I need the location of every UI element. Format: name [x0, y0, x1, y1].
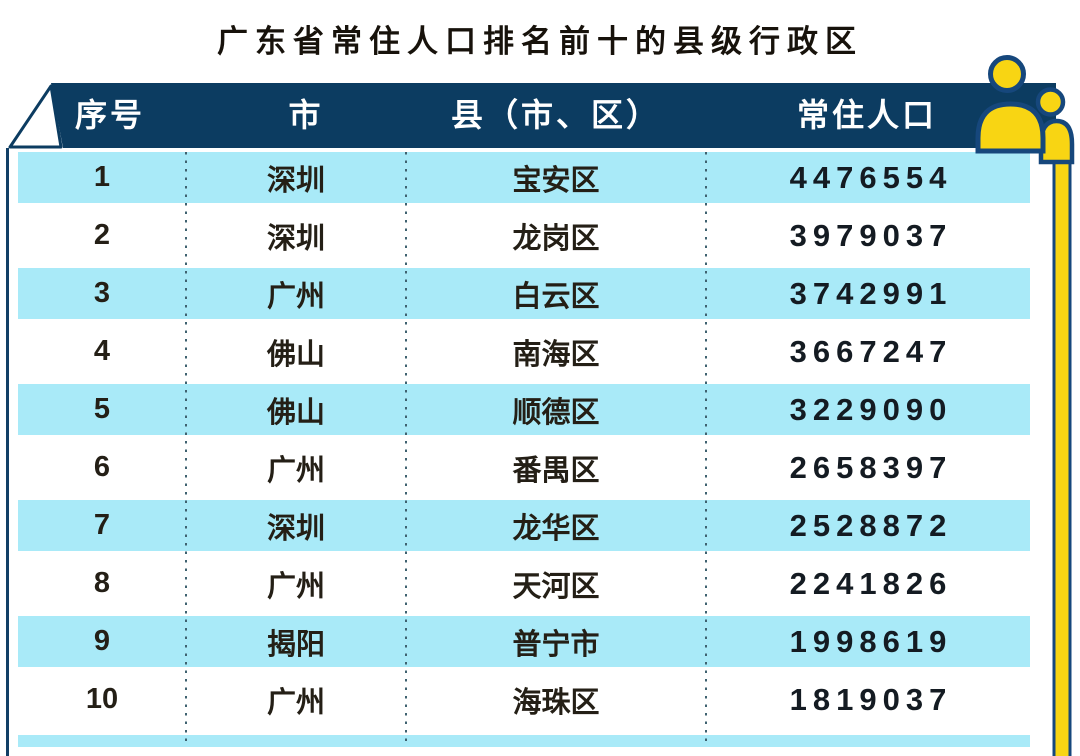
- city-cell: 广州: [266, 454, 325, 487]
- table-row: 8 广州 天河区 2241826: [18, 558, 1030, 616]
- population-cell: 1998619: [789, 623, 953, 659]
- partial-row: [18, 735, 1030, 747]
- city-cell: 深圳: [266, 512, 325, 545]
- city-cell: 广州: [266, 686, 325, 719]
- county-cell: 白云区: [512, 280, 600, 313]
- rank-cell: 7: [93, 509, 111, 541]
- table-row: 3 广州 白云区 3742991: [18, 268, 1030, 326]
- table-row: 10 广州 海珠区 1819037: [18, 674, 1030, 732]
- county-cell: 南海区: [512, 338, 600, 371]
- county-cell: 龙华区: [512, 512, 600, 545]
- county-cell: 龙岗区: [512, 222, 600, 255]
- city-cell: 广州: [266, 570, 325, 603]
- rank-cell: 9: [93, 625, 111, 657]
- table-body: 1 深圳 宝安区 4476554 2 深圳 龙岗区 3979037 3 广州 白云区 3742991 4…: [18, 152, 1030, 732]
- rank-cell: 8: [93, 567, 111, 599]
- county-cell: 顺德区: [512, 396, 600, 429]
- column-header-city: 市: [288, 97, 324, 133]
- column-header-rank: 序号: [74, 97, 145, 133]
- column-header-population: 常住人口: [796, 97, 937, 133]
- city-cell: 深圳: [266, 164, 325, 197]
- column-header-county: 县（市、区）: [450, 97, 661, 133]
- table-row: 4 佛山 南海区 3667247: [18, 326, 1030, 384]
- table-row: 2 深圳 龙岗区 3979037: [18, 210, 1030, 268]
- page-title: 广东省常住人口排名前十的县级行政区: [217, 24, 863, 59]
- population-cell: 2241826: [789, 565, 953, 601]
- city-cell: 佛山: [266, 396, 325, 429]
- city-cell: 揭阳: [266, 628, 325, 661]
- rank-cell: 1: [93, 161, 111, 193]
- table-left-border: [6, 148, 9, 756]
- city-cell: 深圳: [266, 222, 325, 255]
- city-cell: 广州: [266, 280, 325, 313]
- rank-cell: 3: [93, 277, 111, 309]
- population-cell: 2528872: [789, 507, 953, 543]
- city-cell: 佛山: [266, 338, 325, 371]
- table-row: 7 深圳 龙华区 2528872: [18, 500, 1030, 558]
- rank-cell: 10: [85, 683, 119, 715]
- rank-cell: 2: [93, 219, 111, 251]
- county-cell: 海珠区: [512, 686, 600, 719]
- table-row: 1 深圳 宝安区 4476554: [18, 152, 1030, 210]
- county-cell: 普宁市: [512, 628, 600, 661]
- population-cell: 4476554: [789, 159, 953, 195]
- population-cell: 3742991: [789, 275, 953, 311]
- county-cell: 番禺区: [512, 454, 600, 487]
- population-cell: 3667247: [789, 333, 953, 369]
- table-row: 9 揭阳 普宁市 1998619: [18, 616, 1030, 674]
- county-cell: 宝安区: [512, 164, 600, 197]
- population-cell: 1819037: [789, 681, 953, 717]
- population-cell: 2658397: [789, 449, 953, 485]
- rank-cell: 6: [93, 451, 111, 483]
- table-row: 5 佛山 顺德区 3229090: [18, 384, 1030, 442]
- table-row: 6 广州 番禺区 2658397: [18, 442, 1030, 500]
- rank-cell: 5: [93, 393, 111, 425]
- population-cell: 3979037: [789, 217, 953, 253]
- county-cell: 天河区: [512, 570, 600, 603]
- rank-cell: 4: [93, 335, 111, 367]
- population-cell: 3229090: [789, 391, 953, 427]
